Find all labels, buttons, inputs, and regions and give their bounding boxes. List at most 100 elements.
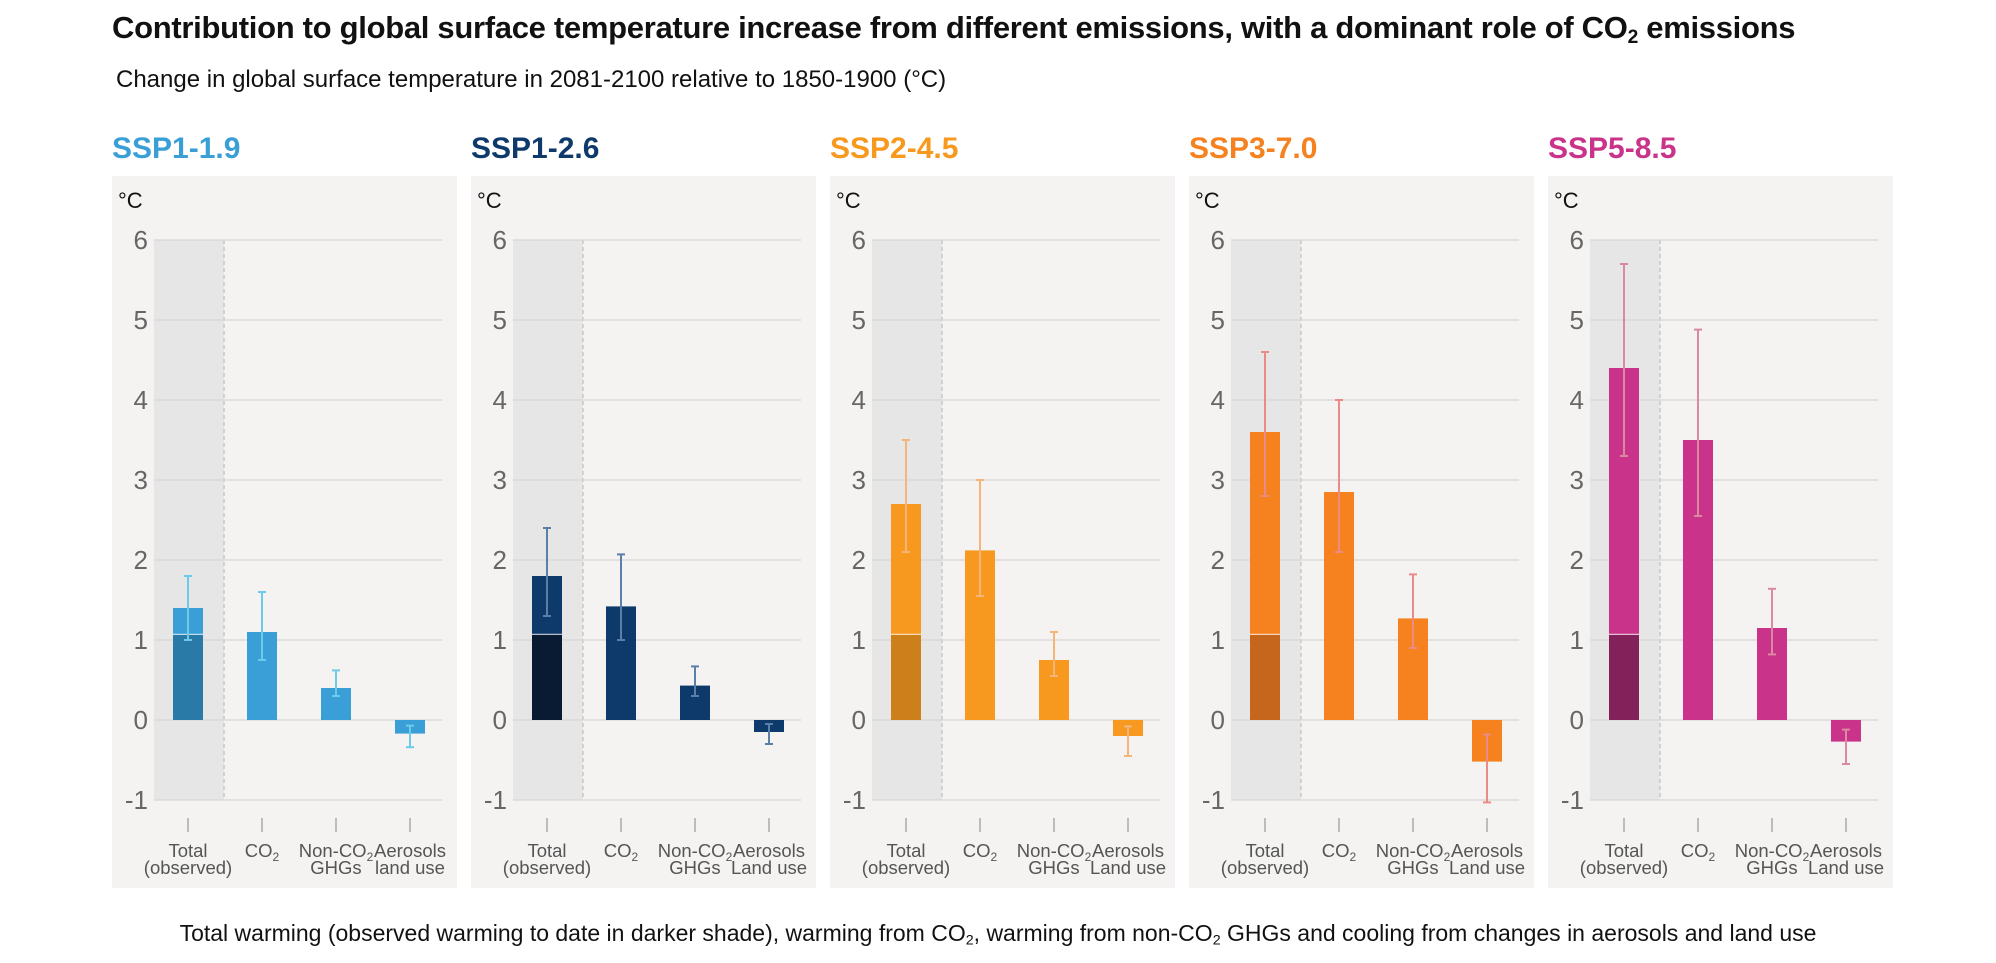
x-tick-label-line2: Land use bbox=[1808, 857, 1884, 878]
y-tick-label: 4 bbox=[1211, 385, 1225, 415]
caption-part-3: GHGs and cooling from changes in aerosol… bbox=[1220, 920, 1817, 946]
x-tick-label-line2: (observed) bbox=[503, 857, 591, 878]
x-tick-label: Aerosols bbox=[1092, 840, 1164, 861]
x-tick-label: Total bbox=[1604, 840, 1643, 861]
caption-part-2: , warming from non-CO bbox=[973, 920, 1213, 946]
panel-title: SSP5-8.5 bbox=[1548, 132, 1676, 165]
y-tick-label: 5 bbox=[1211, 305, 1225, 335]
y-unit-label: °C bbox=[477, 188, 502, 213]
y-tick-label: 0 bbox=[1570, 705, 1584, 735]
bar-observed-portion bbox=[1609, 634, 1639, 720]
x-tick-label: Non-CO2 bbox=[658, 840, 733, 864]
title-tail: emissions bbox=[1637, 10, 1796, 45]
x-tick-label-line2: Land use bbox=[731, 857, 807, 878]
y-tick-label: 3 bbox=[852, 465, 866, 495]
y-tick-label: 5 bbox=[852, 305, 866, 335]
x-tick-label-line2: GHGs bbox=[1028, 857, 1079, 878]
x-tick-label-line2: GHGs bbox=[1387, 857, 1438, 878]
caption-part-1: Total warming (observed warming to date … bbox=[179, 920, 966, 946]
panel-title: SSP2-4.5 bbox=[830, 132, 958, 165]
x-tick-label-subscript: 2 bbox=[1350, 850, 1357, 864]
x-tick-label: Total bbox=[527, 840, 566, 861]
x-tick-label: Aerosols bbox=[1810, 840, 1882, 861]
y-tick-label: -1 bbox=[484, 785, 507, 815]
x-tick-label-subscript: 2 bbox=[726, 850, 733, 864]
x-tick-label-line2: (observed) bbox=[1580, 857, 1668, 878]
panel-title: SSP1-2.6 bbox=[471, 132, 599, 165]
y-tick-label: 2 bbox=[493, 545, 507, 575]
y-tick-label: 5 bbox=[134, 305, 148, 335]
x-tick-label: CO2 bbox=[963, 840, 998, 864]
y-tick-label: 0 bbox=[1211, 705, 1225, 735]
y-unit-label: °C bbox=[836, 188, 861, 213]
x-tick-label: Aerosols bbox=[374, 840, 446, 861]
x-tick-label-line2: GHGs bbox=[1746, 857, 1797, 878]
x-tick-label-line2: Land use bbox=[1449, 857, 1525, 878]
caption: Total warming (observed warming to date … bbox=[0, 920, 1996, 949]
title-main: Contribution to global surface temperatu… bbox=[112, 10, 1628, 45]
title-subscript: 2 bbox=[1627, 26, 1639, 48]
y-tick-label: 1 bbox=[134, 625, 148, 655]
x-tick-label: Non-CO2 bbox=[1017, 840, 1092, 864]
y-tick-label: -1 bbox=[125, 785, 148, 815]
caption-sub-2: 2 bbox=[1212, 932, 1221, 949]
x-tick-label: Aerosols bbox=[733, 840, 805, 861]
y-tick-label: 1 bbox=[1570, 625, 1584, 655]
y-tick-label: 1 bbox=[852, 625, 866, 655]
y-tick-label: 5 bbox=[1570, 305, 1584, 335]
y-tick-label: 2 bbox=[852, 545, 866, 575]
x-tick-label-subscript: 2 bbox=[1709, 850, 1716, 864]
x-tick-label-line2: (observed) bbox=[862, 857, 950, 878]
y-tick-label: 3 bbox=[1570, 465, 1584, 495]
x-tick-label-subscript: 2 bbox=[1803, 850, 1810, 864]
bar-observed-portion bbox=[1250, 634, 1280, 720]
y-tick-label: 4 bbox=[1570, 385, 1584, 415]
y-tick-label: 6 bbox=[1570, 225, 1584, 255]
panel-title: SSP3-7.0 bbox=[1189, 132, 1317, 165]
y-tick-label: -1 bbox=[1202, 785, 1225, 815]
y-tick-label: 4 bbox=[134, 385, 148, 415]
y-tick-label: 4 bbox=[493, 385, 507, 415]
panel-title: SSP1-1.9 bbox=[112, 132, 240, 165]
x-tick-label-subscript: 2 bbox=[273, 850, 280, 864]
y-tick-label: 1 bbox=[1211, 625, 1225, 655]
x-tick-label: Total bbox=[886, 840, 925, 861]
y-tick-label: 6 bbox=[134, 225, 148, 255]
bar-observed-portion bbox=[173, 634, 203, 720]
x-tick-label: Aerosols bbox=[1451, 840, 1523, 861]
subtitle: Change in global surface temperature in … bbox=[116, 66, 947, 93]
y-tick-label: 2 bbox=[1570, 545, 1584, 575]
caption-sub-1: 2 bbox=[965, 932, 974, 949]
y-tick-label: 0 bbox=[852, 705, 866, 735]
y-tick-label: 3 bbox=[1211, 465, 1225, 495]
y-tick-label: 0 bbox=[134, 705, 148, 735]
x-tick-label-subscript: 2 bbox=[367, 850, 374, 864]
y-tick-label: -1 bbox=[843, 785, 866, 815]
x-tick-label-line2: (observed) bbox=[1221, 857, 1309, 878]
y-unit-label: °C bbox=[1195, 188, 1220, 213]
y-unit-label: °C bbox=[1554, 188, 1579, 213]
y-unit-label: °C bbox=[118, 188, 143, 213]
x-tick-label-line2: GHGs bbox=[310, 857, 361, 878]
x-tick-label-subscript: 2 bbox=[632, 850, 639, 864]
x-tick-label-subscript: 2 bbox=[1085, 850, 1092, 864]
y-tick-label: 5 bbox=[493, 305, 507, 335]
y-tick-label: 6 bbox=[493, 225, 507, 255]
y-tick-label: 6 bbox=[852, 225, 866, 255]
page-title: Contribution to global surface temperatu… bbox=[112, 10, 1796, 49]
y-tick-label: 3 bbox=[134, 465, 148, 495]
bar-observed-portion bbox=[532, 634, 562, 720]
x-tick-label: Total bbox=[168, 840, 207, 861]
y-tick-label: -1 bbox=[1561, 785, 1584, 815]
x-tick-label-subscript: 2 bbox=[991, 850, 998, 864]
x-tick-label-subscript: 2 bbox=[1444, 850, 1451, 864]
x-tick-label-line2: (observed) bbox=[144, 857, 232, 878]
y-tick-label: 1 bbox=[493, 625, 507, 655]
x-tick-label: Total bbox=[1245, 840, 1284, 861]
y-tick-label: 4 bbox=[852, 385, 866, 415]
